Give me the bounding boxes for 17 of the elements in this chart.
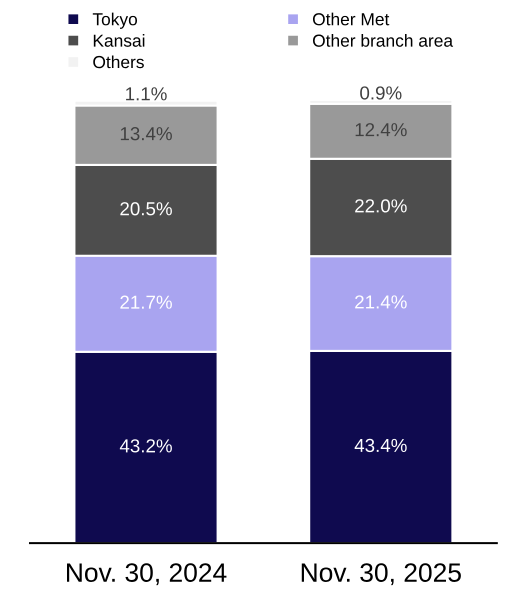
x-tick-label: Nov. 30, 2024: [67, 563, 226, 586]
legend-label: Other Met: [312, 12, 390, 26]
data-label: 43.2%: [120, 439, 172, 453]
data-label: 43.4%: [354, 438, 407, 452]
data-label: 21.7%: [120, 296, 172, 309]
x-tick-label: Nov. 30, 2025: [302, 563, 461, 586]
data-label: 13.4%: [120, 127, 172, 140]
data-label: 0.9%: [360, 86, 402, 100]
legend-label: Kansai: [94, 34, 144, 47]
legend-label: Others: [93, 55, 144, 68]
data-label: 20.5%: [120, 202, 172, 216]
legend-label: Tokyo: [92, 12, 138, 29]
data-label: 12.4%: [356, 123, 407, 136]
data-label: 21.4%: [355, 295, 407, 309]
data-label: 1.1%: [126, 87, 167, 100]
data-label: 22.0%: [355, 199, 407, 213]
legend-label: Other branch area: [312, 34, 454, 47]
